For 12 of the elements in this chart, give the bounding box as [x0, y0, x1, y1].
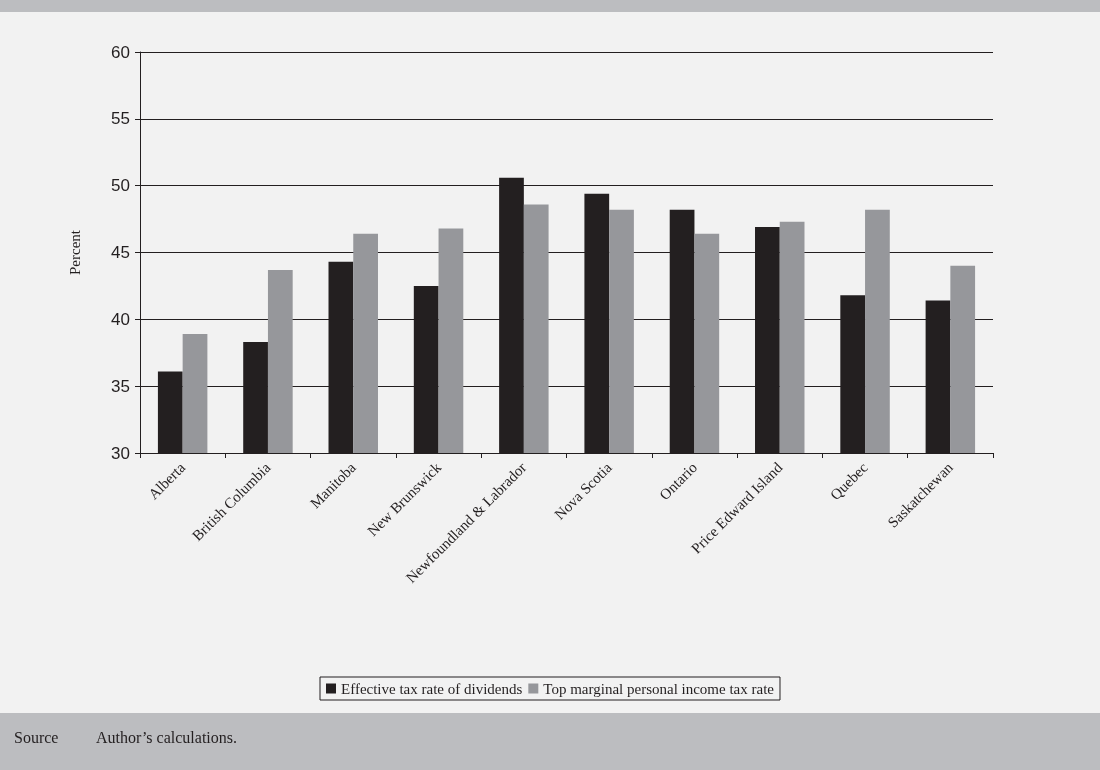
legend-label: Effective tax rate of dividends [341, 680, 523, 697]
y-tick-label: 40 [111, 309, 130, 329]
text: Author’s calculations. [96, 729, 238, 747]
text: Source [14, 729, 59, 747]
legend-label: Top marginal personal income tax rate [543, 680, 775, 697]
y-tick-label: 60 [111, 42, 130, 62]
y-tick-label: 50 [111, 176, 130, 196]
y-axis-title: Percent [66, 229, 83, 275]
y-tick-label: 55 [111, 109, 130, 129]
y-tick-label: 45 [111, 243, 130, 262]
y-tick-label: 30 [111, 443, 130, 463]
y-tick-label: 35 [111, 376, 130, 396]
